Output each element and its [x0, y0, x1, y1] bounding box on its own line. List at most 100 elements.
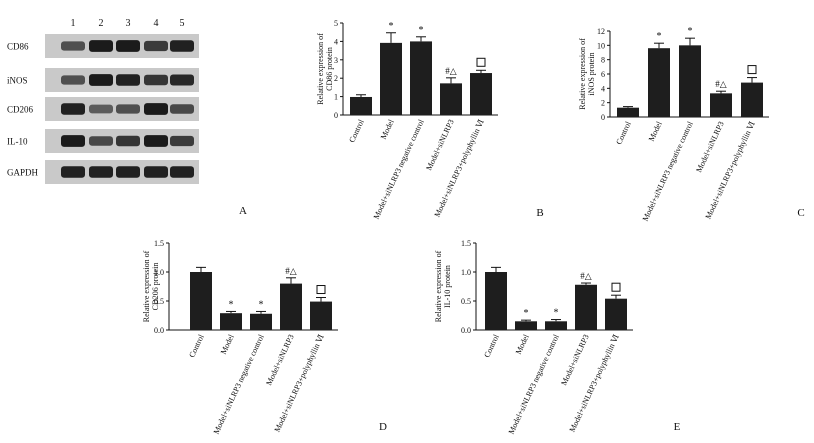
- category-label: Model+siNLRP3: [559, 333, 590, 387]
- y-tick-label: 8: [601, 56, 605, 65]
- category-label: Model+siNLRP3: [264, 333, 295, 387]
- significance-mark: #△: [715, 79, 727, 89]
- chart-e: 0.0 0.5 1.0 1.5 Relative expression ofIL-10 …: [434, 239, 633, 436]
- y-tick-label: 0: [334, 111, 338, 120]
- y-axis-label: Relative expression ofCD206 protein: [142, 250, 160, 322]
- blot-band: [61, 135, 85, 147]
- y-tick-label: 0.0: [154, 326, 164, 335]
- significance-mark: *: [554, 308, 559, 319]
- y-axis-label-line: IL-10 protein: [443, 265, 452, 308]
- blot-band: [170, 166, 194, 178]
- significance-mark: #△: [580, 271, 592, 281]
- bar: [575, 284, 597, 330]
- significance-mark: *: [688, 26, 693, 37]
- bar: [280, 283, 302, 330]
- blot-band: [144, 40, 168, 52]
- y-axis-label-line: iNOS protein: [587, 53, 596, 96]
- category-label: Model: [647, 119, 664, 142]
- lane-label: 4: [154, 18, 159, 29]
- y-tick-label: 1.0: [461, 268, 471, 277]
- blot-row-label: iNOS: [7, 76, 28, 86]
- significance-mark: *: [389, 21, 394, 32]
- bar: [710, 93, 732, 117]
- y-axis-label-line: CD86 protein: [325, 47, 334, 91]
- y-tick-label: 1.0: [154, 268, 164, 277]
- blot-row-label: CD86: [7, 42, 29, 52]
- y-tick-label: 0.5: [154, 297, 164, 306]
- blot-band: [170, 104, 194, 114]
- y-axis-label-line: CD206 protein: [151, 263, 160, 311]
- bar: [440, 83, 462, 115]
- category-label: Model: [514, 332, 531, 355]
- blot-band: [170, 74, 194, 86]
- panel-label-e: E: [674, 421, 681, 433]
- blot-band: [89, 136, 113, 146]
- bar: [648, 48, 670, 118]
- bar: [470, 73, 492, 115]
- blot-band: [89, 40, 113, 52]
- y-tick-label: 2: [334, 74, 338, 83]
- blot-row-label: CD206: [7, 105, 34, 115]
- significance-square: [316, 285, 326, 295]
- y-tick-label: 0.5: [461, 297, 471, 306]
- category-label: Control: [187, 332, 206, 359]
- y-tick-label: 5: [334, 19, 338, 28]
- category-label: Control: [614, 119, 633, 146]
- bar: [545, 321, 567, 330]
- category-label: Model: [379, 117, 396, 140]
- y-tick-label: 0: [601, 113, 605, 122]
- y-axis-label-line: Relative expression of: [578, 38, 587, 110]
- significance-mark: *: [524, 308, 529, 319]
- bar: [617, 107, 639, 117]
- panel-label-d: D: [379, 421, 387, 433]
- blot-band: [170, 135, 194, 147]
- y-axis-label: Relative expression ofiNOS protein: [578, 38, 596, 110]
- significance-square: [476, 57, 486, 67]
- blot-band: [116, 166, 140, 178]
- bar: [679, 45, 701, 118]
- lane-label: 3: [126, 18, 131, 29]
- lane-label: 1: [71, 18, 76, 29]
- bar: [380, 42, 402, 115]
- category-label: Model+siNLRP3: [694, 120, 725, 174]
- chart-d: 0.0 0.5 1.0 1.5 Relative expression ofCD206 …: [142, 239, 338, 436]
- significance-mark: #△: [285, 266, 297, 276]
- significance-mark: *: [259, 299, 264, 310]
- y-tick-label: 4: [601, 84, 605, 93]
- panel-label-c: C: [797, 207, 804, 219]
- blot-band: [61, 41, 85, 51]
- y-tick-label: 3: [334, 56, 338, 65]
- y-axis-label: Relative expression ofIL-10 protein: [434, 250, 452, 322]
- y-tick-label: 1.5: [154, 239, 164, 248]
- bar: [605, 298, 627, 330]
- blot-band: [89, 166, 113, 178]
- category-label: Model+siNLRP3: [424, 118, 455, 172]
- lane-label: 2: [99, 18, 104, 29]
- y-tick-label: 10: [597, 41, 605, 50]
- bar: [310, 301, 332, 330]
- panel-label-a: A: [239, 205, 247, 217]
- blot-band: [170, 40, 194, 52]
- blot-band: [116, 40, 140, 52]
- significance-mark: #△: [445, 66, 457, 76]
- y-tick-label: 12: [597, 27, 605, 36]
- blot-row-label: IL-10: [7, 137, 28, 147]
- blot-row-label: GAPDH: [7, 168, 39, 178]
- y-tick-label: 1: [334, 93, 338, 102]
- y-tick-label: 6: [601, 70, 605, 79]
- blot-band: [144, 135, 168, 147]
- blot-band: [89, 74, 113, 86]
- category-label: Model: [219, 332, 236, 355]
- bar: [190, 272, 212, 330]
- significance-square: [611, 282, 621, 292]
- significance-mark: *: [419, 25, 424, 36]
- lane-label: 5: [180, 18, 185, 29]
- category-label: Control: [482, 332, 501, 359]
- bar: [410, 41, 432, 115]
- blot-band: [61, 75, 85, 85]
- blot-band: [89, 104, 113, 114]
- western-blot: 1 2 3 4 5 CD86 iNOS CD206 IL-10 GAPDH: [7, 18, 199, 184]
